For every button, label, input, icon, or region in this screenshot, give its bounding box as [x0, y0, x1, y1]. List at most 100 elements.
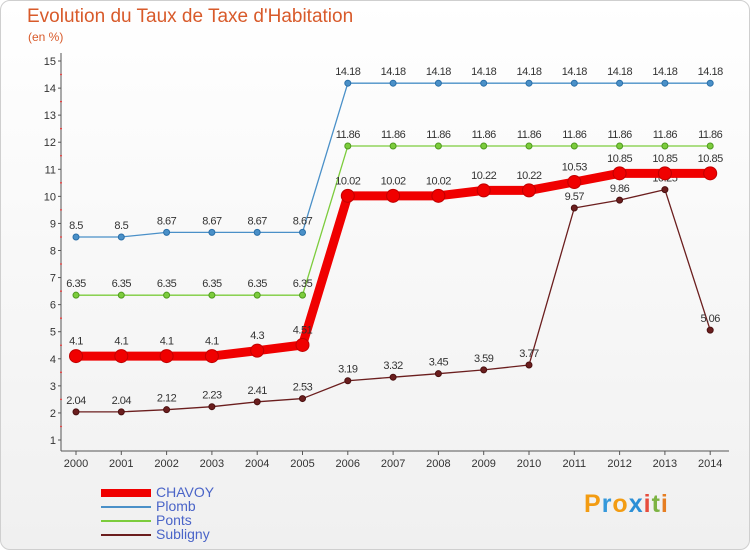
data-label-plomb: 14.18 [335, 66, 360, 78]
logo-letter: i [643, 490, 652, 518]
data-point-ponts [208, 291, 216, 299]
data-label-plomb: 8.67 [293, 215, 313, 227]
y-minor-tick [60, 398, 62, 401]
data-label-subligny: 2.41 [247, 385, 267, 397]
data-point-chavoy [340, 188, 355, 203]
x-tick-label: 2007 [381, 458, 405, 470]
data-point-subligny [163, 406, 171, 414]
y-minor-tick [60, 208, 62, 211]
y-minor-tick [60, 263, 62, 265]
data-point-subligny [525, 361, 533, 369]
y-tick-label: 3 [50, 381, 56, 393]
data-point-subligny [570, 204, 578, 212]
data-point-plomb [616, 79, 624, 87]
data-point-ponts [299, 291, 306, 299]
data-point-ponts [72, 291, 80, 299]
x-tick-label: 2013 [653, 458, 677, 470]
y-tick-label: 14 [44, 83, 56, 95]
y-minor-tick [60, 236, 62, 238]
data-point-chavoy [567, 175, 582, 190]
data-label-chavoy: 10.02 [381, 175, 406, 187]
data-label-subligny: 2.53 [293, 382, 313, 394]
y-tick-label: 12 [44, 137, 56, 149]
data-point-chavoy [386, 188, 401, 203]
data-label-subligny: 2.23 [202, 390, 222, 402]
data-point-subligny [480, 366, 488, 374]
data-label-chavoy: 4.3 [250, 330, 264, 342]
data-point-plomb [706, 79, 714, 87]
data-label-plomb: 14.18 [652, 66, 677, 78]
legend-label-ponts: Ponts [156, 512, 192, 528]
data-point-plomb [117, 233, 125, 241]
y-tick-label: 4 [50, 354, 56, 366]
data-label-ponts: 6.35 [66, 278, 86, 290]
data-point-chavoy [250, 343, 265, 358]
data-point-subligny [616, 196, 624, 204]
data-label-ponts: 6.35 [112, 278, 132, 290]
data-point-plomb [163, 228, 171, 236]
data-point-subligny [253, 398, 261, 406]
data-label-chavoy: 10.02 [335, 175, 360, 187]
data-point-chavoy [476, 183, 491, 198]
data-label-chavoy: 10.53 [562, 162, 587, 174]
data-label-chavoy: 10.85 [652, 153, 677, 165]
data-label-ponts: 6.35 [293, 278, 313, 290]
data-label-plomb: 8.67 [157, 215, 177, 227]
data-label-subligny: 2.04 [66, 395, 86, 407]
legend-label-subligny: Subligny [156, 526, 210, 542]
data-label-ponts: 11.86 [381, 129, 406, 141]
data-label-chavoy: 4.1 [114, 336, 128, 348]
x-tick-label: 2012 [607, 458, 631, 470]
data-label-plomb: 14.18 [698, 66, 723, 78]
data-label-subligny: 2.04 [112, 395, 132, 407]
x-tick-label: 2003 [200, 458, 224, 470]
data-label-chavoy: 4.51 [293, 324, 313, 336]
data-point-ponts [434, 142, 442, 150]
data-label-subligny: 3.45 [429, 357, 449, 369]
data-point-chavoy [204, 349, 219, 364]
data-point-plomb [344, 79, 352, 87]
y-tick-label: 9 [50, 218, 56, 230]
data-point-chavoy [657, 166, 672, 181]
data-label-subligny: 9.86 [610, 183, 630, 195]
data-label-chavoy: 10.85 [698, 153, 723, 165]
logo-letter: x [628, 490, 644, 518]
data-label-ponts: 11.86 [653, 129, 678, 141]
data-label-plomb: 8.67 [202, 215, 222, 227]
data-point-ponts [661, 142, 669, 150]
y-tick-label: 1 [50, 435, 56, 447]
data-point-chavoy [114, 349, 129, 364]
data-label-plomb: 14.18 [607, 66, 632, 78]
data-label-ponts: 6.35 [247, 278, 267, 290]
data-label-ponts: 11.86 [336, 129, 361, 141]
y-tick-label: 10 [44, 191, 56, 203]
data-label-plomb: 14.18 [426, 66, 451, 78]
x-tick-label: 2002 [154, 458, 178, 470]
x-tick-label: 2011 [562, 458, 586, 470]
data-label-plomb: 8.67 [247, 215, 267, 227]
data-label-subligny: 3.77 [519, 348, 539, 360]
logo-letter: o [612, 490, 629, 518]
data-point-chavoy [612, 166, 627, 181]
chart-title: Evolution du Taux de Taxe d'Habitation [27, 6, 354, 27]
legend-label-chavoy: CHAVOY [156, 484, 215, 500]
data-point-subligny [72, 408, 80, 416]
legend-swatch-ponts [101, 520, 151, 522]
data-point-chavoy [522, 183, 536, 198]
data-label-ponts: 11.86 [472, 129, 497, 141]
y-minor-tick [60, 100, 62, 103]
data-label-ponts: 11.86 [562, 129, 587, 141]
data-point-subligny [344, 377, 352, 385]
y-tick-label: 15 [44, 56, 56, 68]
data-point-subligny [389, 373, 397, 381]
data-point-subligny [208, 403, 216, 411]
y-minor-tick [60, 344, 62, 347]
y-minor-tick [60, 371, 62, 374]
data-point-chavoy [431, 188, 446, 203]
data-label-ponts: 11.86 [426, 129, 451, 141]
data-point-subligny [117, 408, 125, 416]
y-minor-tick [60, 317, 62, 320]
data-point-chavoy [703, 166, 718, 181]
y-tick-label: 7 [50, 273, 56, 285]
